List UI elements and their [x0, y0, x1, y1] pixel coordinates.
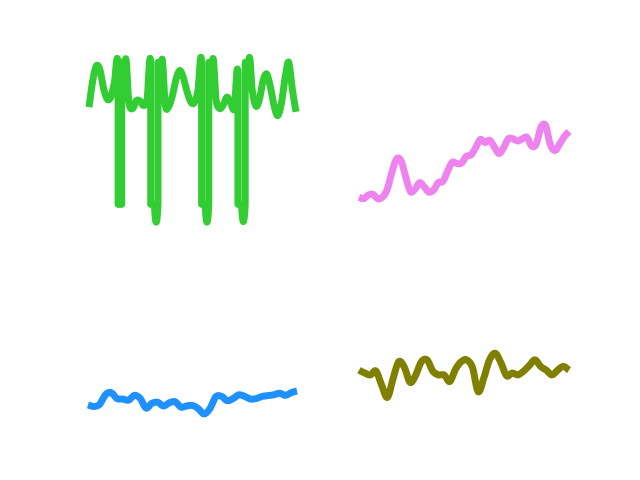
series-line-2	[357, 120, 572, 203]
subplot-top-right	[357, 120, 572, 203]
series-line-3	[86, 387, 298, 418]
subplot-bottom-left	[86, 387, 298, 418]
series-line-4	[357, 349, 572, 401]
subplot-top-left	[85, 53, 300, 226]
subplot-bottom-right	[357, 349, 572, 401]
series-line-1	[85, 53, 300, 226]
